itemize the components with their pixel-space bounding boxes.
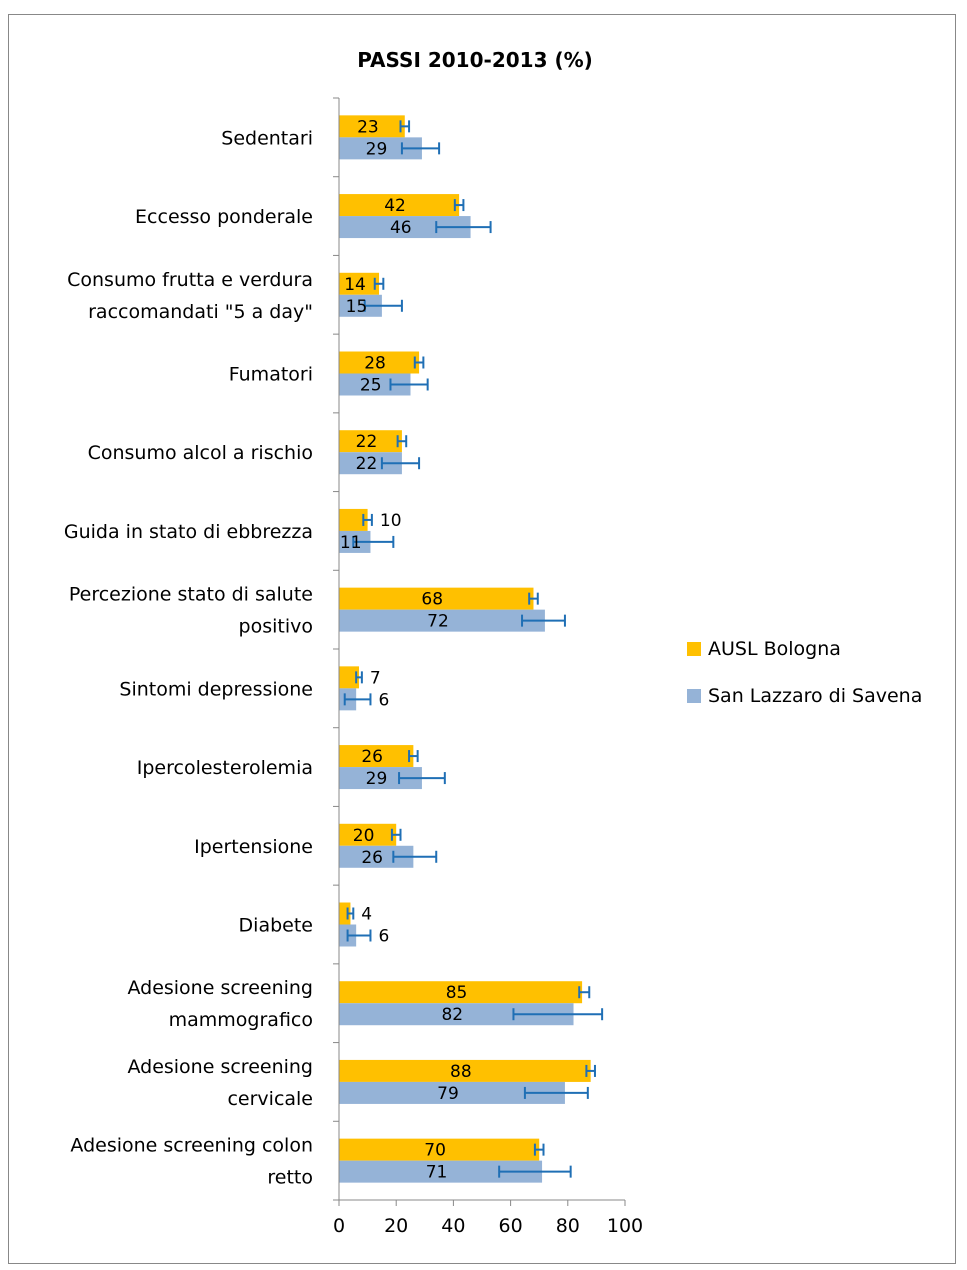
data-label: 28 [364,354,386,374]
data-label: 20 [353,826,375,846]
category-label-adesione-screening-mammografico: mammografico [169,1009,313,1031]
legend-label-san-lazzaro: San Lazzaro di Savena [708,685,922,707]
category-label-adesione-screening-mammografico: Adesione screening [127,977,313,999]
x-tick-label: 80 [556,1215,580,1237]
legend-swatch-san-lazzaro [687,689,701,703]
bar-ausl-bologna-ipercolesterolemia [339,745,414,768]
legend-swatch-ausl-bologna [687,642,701,656]
bar-ausl-bologna-ipertensione [339,823,397,846]
bar-ausl-bologna-consumo-frutta-e-verdura-raccomandati-5-a-day [339,272,380,295]
bar-ausl-bologna-eccesso-ponderale [339,194,460,217]
data-label: 68 [421,590,443,610]
chart-svg: PASSI 2010-2013 (%)Sedentari2329Eccesso … [64,48,923,1237]
data-label: 6 [378,690,389,710]
bar-san-lazzaro-adesione-screening-colon-retto [339,1160,543,1183]
bar-san-lazzaro-ipertensione [339,845,414,868]
bar-ausl-bologna-adesione-screening-colon-retto [339,1138,540,1161]
category-label-adesione-screening-cervicale: Adesione screening [127,1056,313,1078]
legend-label-ausl-bologna: AUSL Bologna [708,638,841,660]
x-tick-label: 60 [499,1215,523,1237]
chart-title: PASSI 2010-2013 (%) [357,48,593,72]
bar-ausl-bologna-guida-in-stato-di-ebbrezza [339,508,368,531]
data-label: 14 [344,275,366,295]
data-label: 79 [437,1084,459,1104]
data-label: 6 [378,927,389,947]
category-label-consumo-alcol-a-rischio: Consumo alcol a rischio [88,442,313,464]
bar-san-lazzaro-ipercolesterolemia [339,767,422,790]
category-label-ipercolesterolemia: Ipercolesterolemia [137,757,313,779]
data-label: 70 [424,1141,446,1161]
data-label: 82 [441,1005,463,1025]
x-tick-label: 40 [441,1215,465,1237]
bar-san-lazzaro-percezione-stato-di-salute-positivo [339,609,545,632]
data-label: 10 [380,511,402,531]
data-label: 23 [357,117,379,137]
bar-ausl-bologna-sintomi-depressione [339,666,360,689]
data-label: 88 [450,1062,472,1082]
category-label-fumatori: Fumatori [229,364,313,386]
data-label: 22 [356,454,378,474]
category-label-adesione-screening-cervicale: cervicale [227,1088,313,1110]
data-label: 46 [390,218,412,238]
x-tick-label: 20 [384,1215,408,1237]
bar-ausl-bologna-sedentari [339,115,405,138]
x-tick-label: 100 [607,1215,643,1237]
category-label-adesione-screening-colon-retto: retto [267,1167,313,1189]
category-label-guida-in-stato-di-ebbrezza: Guida in stato di ebbrezza [64,521,313,543]
category-label-percezione-stato-di-salute-positivo: Percezione stato di salute [69,584,313,606]
category-label-adesione-screening-colon-retto: Adesione screening colon [70,1135,313,1157]
bar-san-lazzaro-eccesso-ponderale [339,216,471,239]
category-label-sintomi-depressione: Sintomi depressione [119,678,313,700]
data-label: 25 [360,376,382,396]
category-label-ipertensione: Ipertensione [194,836,313,858]
category-label-consumo-frutta-e-verdura-raccomandati-5-a-day: raccomandati "5 a day" [88,301,313,323]
chart-frame: PASSI 2010-2013 (%) Sedentari 23 29 Eccesso … [8,14,956,1264]
data-label: 4 [361,905,372,925]
data-label: 26 [361,747,383,767]
category-label-percezione-stato-di-salute-positivo: positivo [239,616,313,638]
data-label: 7 [370,668,381,688]
category-label-consumo-frutta-e-verdura-raccomandati-5-a-day: Consumo frutta e verdura [67,269,313,291]
bar-san-lazzaro-adesione-screening-cervicale [339,1081,565,1104]
data-label: 29 [366,769,388,789]
category-label-diabete: Diabete [239,915,313,937]
data-label: 42 [384,196,406,216]
bar-san-lazzaro-fumatori [339,373,411,396]
data-label: 85 [446,983,468,1003]
bar-ausl-bologna-adesione-screening-cervicale [339,1059,591,1082]
bar-ausl-bologna-fumatori [339,351,420,374]
x-tick-label: 0 [333,1215,345,1237]
category-label-eccesso-ponderale: Eccesso ponderale [135,206,313,228]
data-label: 15 [346,297,368,317]
data-label: 71 [426,1163,448,1183]
bar-san-lazzaro-consumo-alcol-a-rischio [339,452,402,475]
bar-san-lazzaro-adesione-screening-mammografico [339,1003,574,1026]
bar-ausl-bologna-percezione-stato-di-salute-positivo [339,587,534,610]
bar-ausl-bologna-adesione-screening-mammografico [339,981,583,1004]
data-label: 72 [427,612,449,632]
data-label: 11 [340,533,362,553]
data-label: 26 [361,848,383,868]
data-label: 22 [356,432,378,452]
category-label-sedentari: Sedentari [221,127,313,149]
bar-san-lazzaro-consumo-frutta-e-verdura-raccomandati-5-a-day [339,294,382,317]
data-label: 29 [366,139,388,159]
bar-ausl-bologna-diabete [339,902,351,925]
bar-ausl-bologna-consumo-alcol-a-rischio [339,430,402,453]
